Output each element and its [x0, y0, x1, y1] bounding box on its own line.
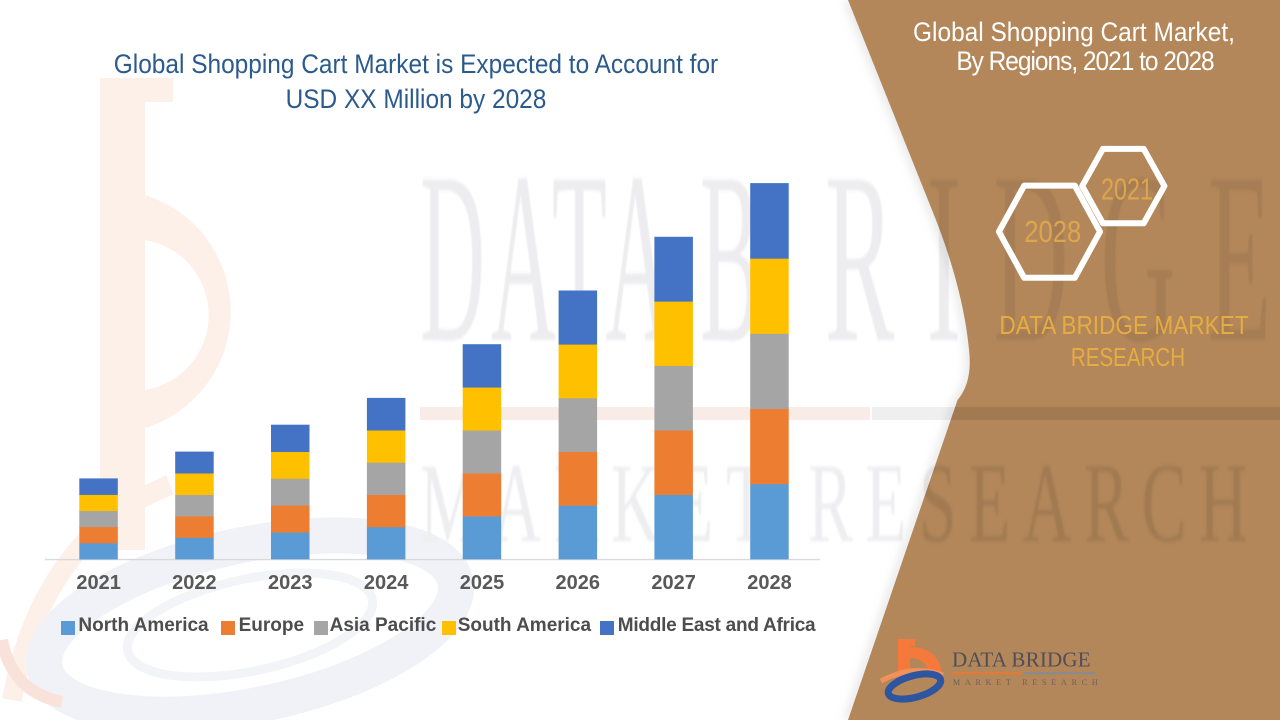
- svg-text:2021: 2021: [1101, 172, 1153, 207]
- svg-text:MARKET RESEARCH: MARKET RESEARCH: [953, 678, 1102, 687]
- svg-text:2028: 2028: [1024, 214, 1081, 249]
- svg-text:DATA BRIDGE: DATA BRIDGE: [952, 648, 1091, 672]
